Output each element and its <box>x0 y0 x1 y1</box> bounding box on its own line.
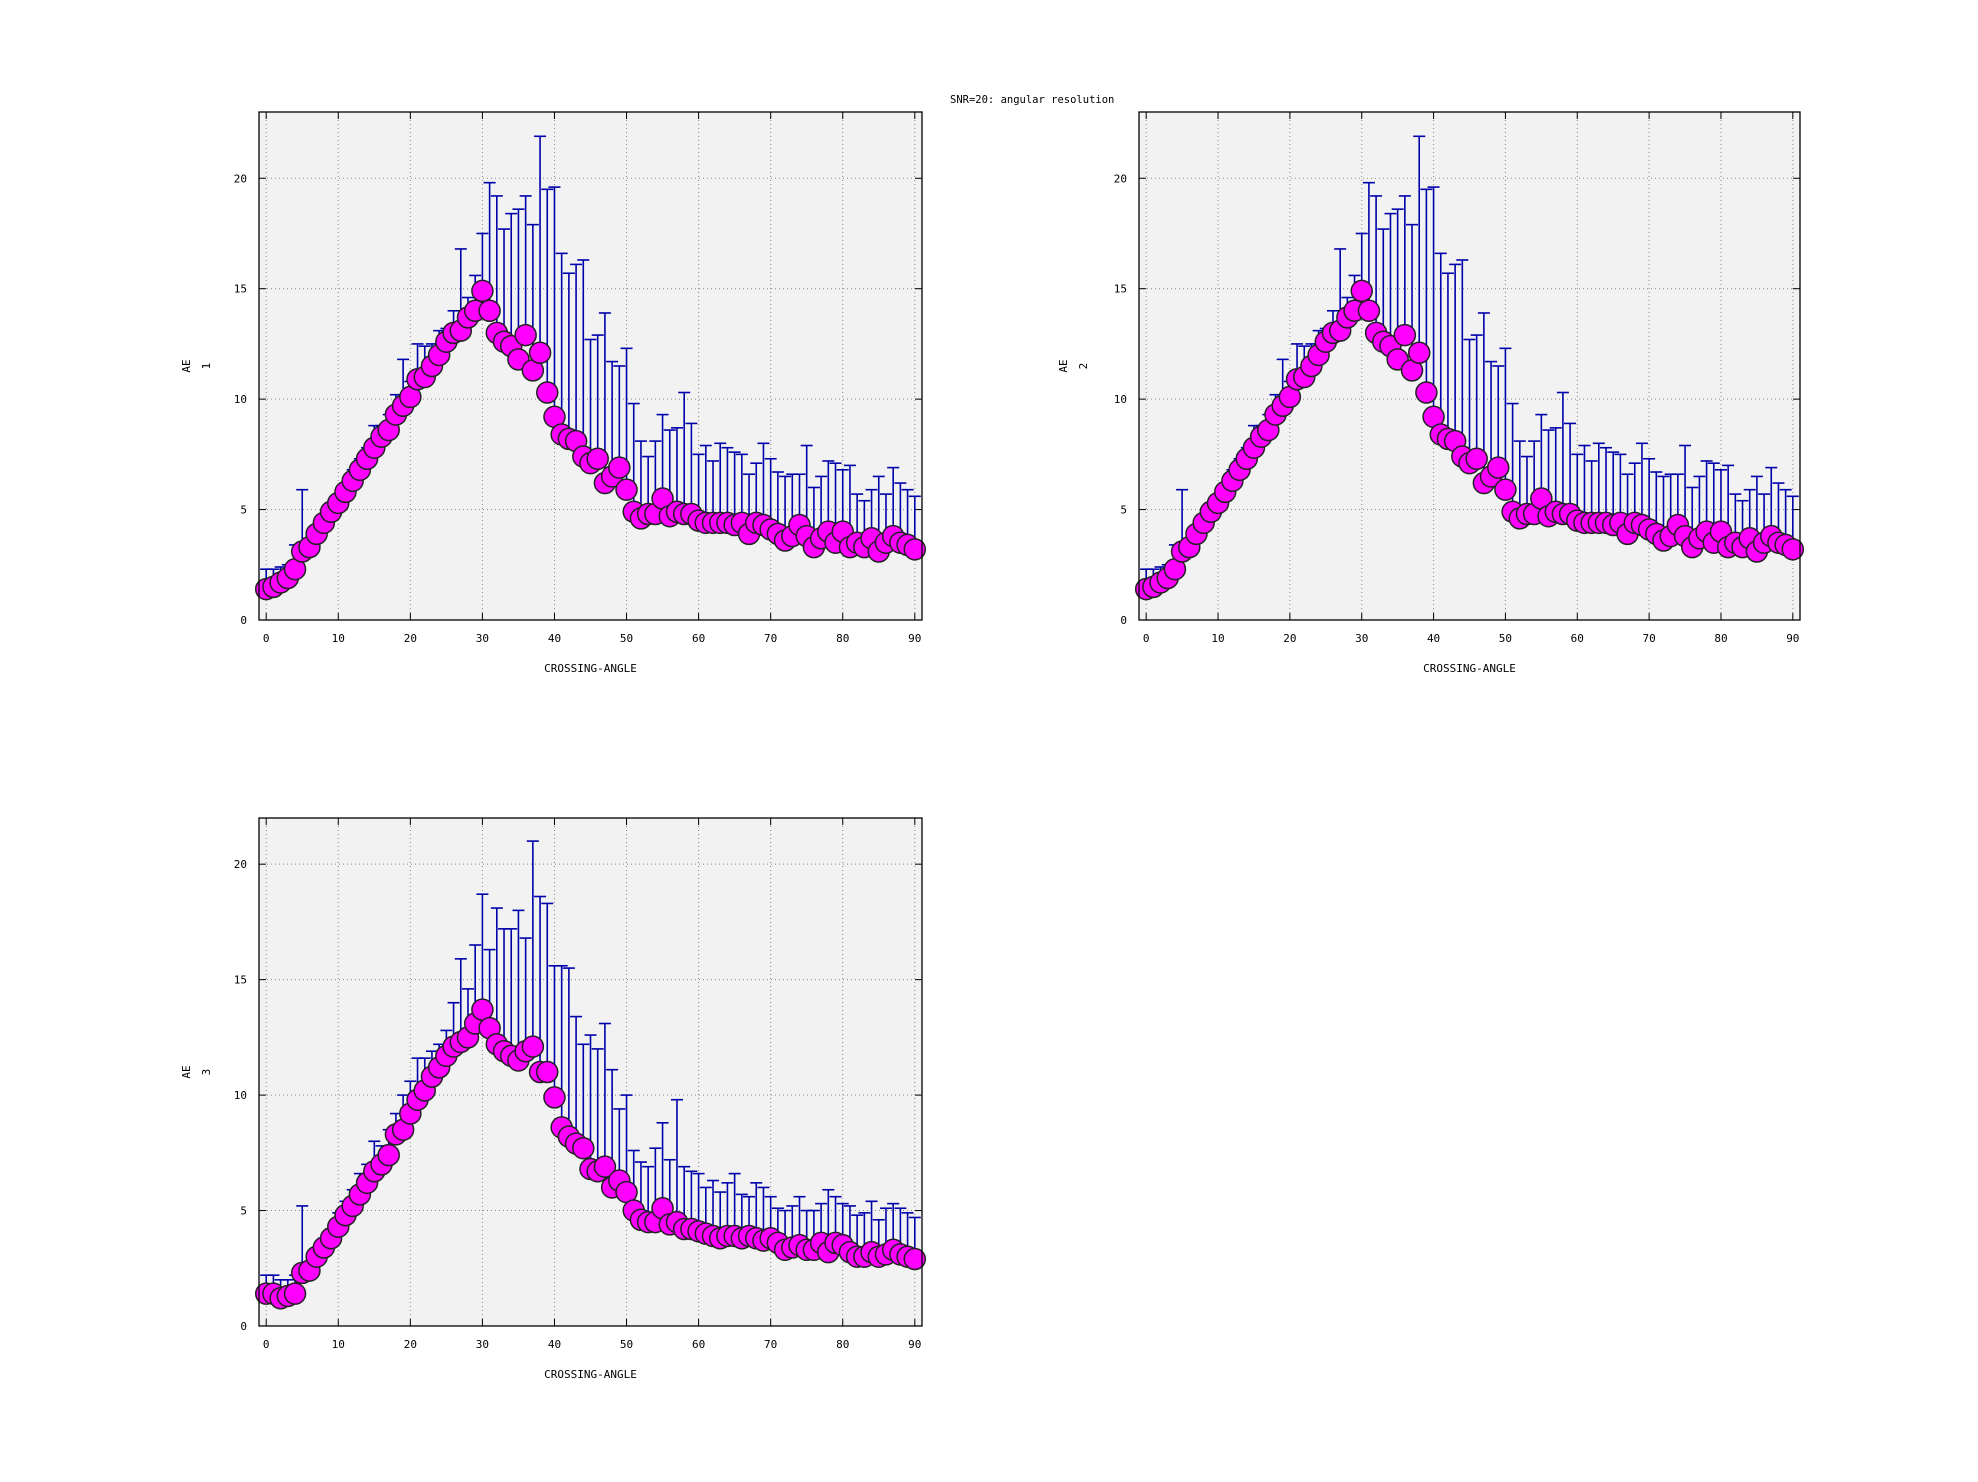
data-point <box>521 1035 545 1058</box>
plot-frame <box>258 111 923 621</box>
y-tick-label: 0 <box>240 1320 247 1333</box>
x-tick-label: 20 <box>1283 632 1296 645</box>
y-axis-label: 3 <box>200 1069 213 1076</box>
plot-frame <box>1138 111 1801 621</box>
data-point <box>536 381 559 404</box>
x-tick-label: 70 <box>764 632 777 645</box>
x-tick-label: 40 <box>548 1338 561 1351</box>
y-tick-label: 15 <box>1114 283 1127 296</box>
y-tick-label: 15 <box>234 283 247 296</box>
y-tick-label: 20 <box>234 172 247 185</box>
data-point <box>514 323 537 347</box>
y-tick-label: 0 <box>1120 614 1127 627</box>
x-tick-label: 70 <box>1642 632 1655 645</box>
x-tick-label: 10 <box>332 632 345 645</box>
data-point <box>593 1155 617 1178</box>
x-tick-label: 40 <box>548 632 561 645</box>
x-axis-label: CROSSING-ANGLE <box>1423 662 1516 675</box>
x-tick-label: 80 <box>836 632 849 645</box>
x-tick-label: 70 <box>764 1338 777 1351</box>
y-axis-label: 1 <box>200 363 213 370</box>
data-point <box>1407 341 1431 364</box>
data-point <box>572 1136 595 1160</box>
y-axis-label: AE <box>1057 359 1070 372</box>
y-tick-label: 20 <box>1114 172 1127 185</box>
x-tick-label: 10 <box>1211 632 1224 645</box>
x-tick-label: 50 <box>620 1338 633 1351</box>
y-axis-label: AE <box>180 1065 193 1078</box>
x-tick-label: 60 <box>1571 632 1584 645</box>
data-point <box>1486 456 1510 479</box>
x-axis-label: CROSSING-ANGLE <box>544 662 637 675</box>
y-tick-label: 10 <box>234 1089 247 1102</box>
data-point <box>536 1060 559 1084</box>
data-point <box>608 456 631 479</box>
x-tick-label: 30 <box>476 632 489 645</box>
data-point <box>528 341 552 364</box>
y-tick-label: 5 <box>240 504 247 517</box>
data-point <box>615 478 638 501</box>
y-tick-label: 10 <box>234 393 247 406</box>
x-tick-label: 50 <box>1499 632 1512 645</box>
data-point <box>903 1247 927 1271</box>
figure-title-text: SNR=20: angular resolution <box>950 94 1115 106</box>
x-tick-label: 90 <box>908 1338 921 1351</box>
x-tick-label: 60 <box>692 632 705 645</box>
x-tick-label: 0 <box>1143 632 1150 645</box>
y-axis-label: 2 <box>1077 363 1090 370</box>
x-tick-label: 90 <box>908 632 921 645</box>
plot-frame <box>258 817 923 1327</box>
x-tick-label: 80 <box>1714 632 1727 645</box>
data-point <box>283 1282 307 1305</box>
x-tick-label: 50 <box>620 632 633 645</box>
y-tick-label: 15 <box>234 974 247 987</box>
x-tick-label: 0 <box>263 632 270 645</box>
x-tick-label: 80 <box>836 1338 849 1351</box>
y-tick-label: 10 <box>1114 393 1127 406</box>
x-tick-label: 20 <box>404 632 417 645</box>
data-point <box>1781 538 1805 561</box>
data-point <box>903 538 927 561</box>
data-point <box>1494 478 1517 501</box>
data-point <box>478 299 501 323</box>
x-tick-label: 90 <box>1786 632 1799 645</box>
y-tick-label: 0 <box>240 614 247 627</box>
y-tick-label: 20 <box>234 858 247 871</box>
data-point <box>1415 381 1438 404</box>
x-tick-label: 0 <box>263 1338 270 1351</box>
data-point <box>1393 323 1417 347</box>
data-point <box>586 447 609 471</box>
data-point <box>1350 279 1373 303</box>
y-tick-label: 5 <box>1120 504 1127 517</box>
x-tick-label: 20 <box>404 1338 417 1351</box>
x-axis-label: CROSSING-ANGLE <box>544 1368 637 1381</box>
data-point <box>471 279 494 303</box>
x-tick-label: 60 <box>692 1338 705 1351</box>
data-point <box>543 1086 566 1109</box>
y-tick-label: 5 <box>240 1205 247 1218</box>
x-tick-label: 40 <box>1427 632 1440 645</box>
data-point <box>1465 447 1488 471</box>
y-axis-label: AE <box>180 359 193 372</box>
x-tick-label: 30 <box>1355 632 1368 645</box>
x-tick-label: 30 <box>476 1338 489 1351</box>
data-point <box>1357 299 1381 323</box>
x-tick-label: 10 <box>332 1338 345 1351</box>
data-point <box>377 1143 400 1167</box>
